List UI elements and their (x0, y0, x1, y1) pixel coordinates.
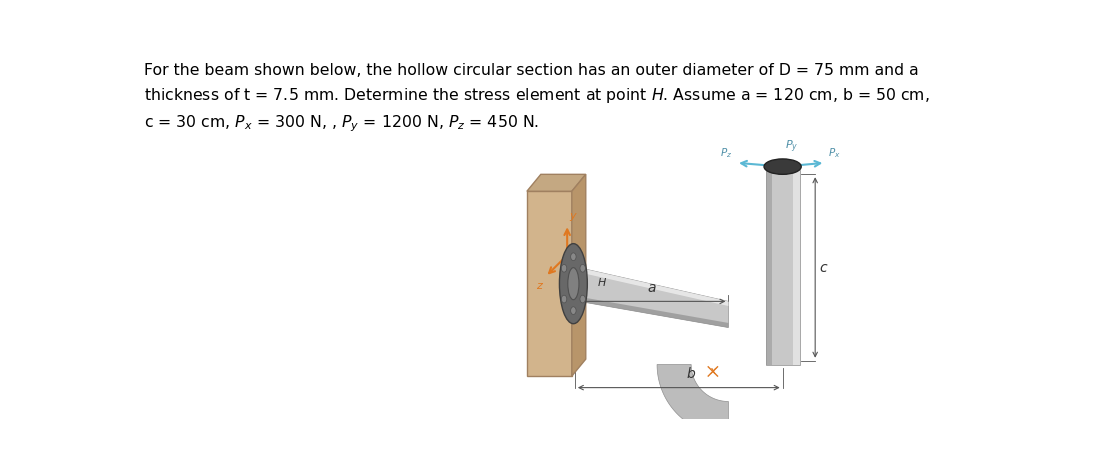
Ellipse shape (560, 244, 588, 324)
Ellipse shape (561, 264, 566, 272)
Polygon shape (572, 174, 585, 376)
Text: $P_y$: $P_y$ (785, 138, 798, 155)
Text: y: y (570, 211, 576, 220)
Text: z: z (535, 281, 542, 292)
Polygon shape (575, 267, 728, 327)
Text: For the beam shown below, the hollow circular section has an outer diameter of D: For the beam shown below, the hollow cir… (144, 63, 930, 134)
Ellipse shape (571, 307, 576, 315)
Text: b: b (686, 367, 695, 382)
Polygon shape (794, 171, 799, 365)
Ellipse shape (764, 159, 802, 174)
Ellipse shape (580, 264, 585, 272)
Polygon shape (527, 174, 585, 191)
Ellipse shape (561, 295, 566, 303)
Text: $P_x$: $P_x$ (828, 146, 841, 161)
Polygon shape (766, 171, 772, 365)
Polygon shape (527, 191, 572, 376)
Text: a: a (648, 281, 656, 295)
Ellipse shape (571, 253, 576, 260)
Text: $H$: $H$ (597, 276, 607, 288)
Text: x: x (709, 365, 716, 376)
Text: $P_z$: $P_z$ (720, 146, 733, 161)
Polygon shape (766, 171, 799, 365)
Polygon shape (657, 365, 728, 435)
Ellipse shape (580, 295, 585, 303)
Ellipse shape (568, 268, 579, 300)
Polygon shape (575, 267, 728, 306)
Text: c: c (820, 260, 827, 275)
Polygon shape (575, 296, 728, 327)
